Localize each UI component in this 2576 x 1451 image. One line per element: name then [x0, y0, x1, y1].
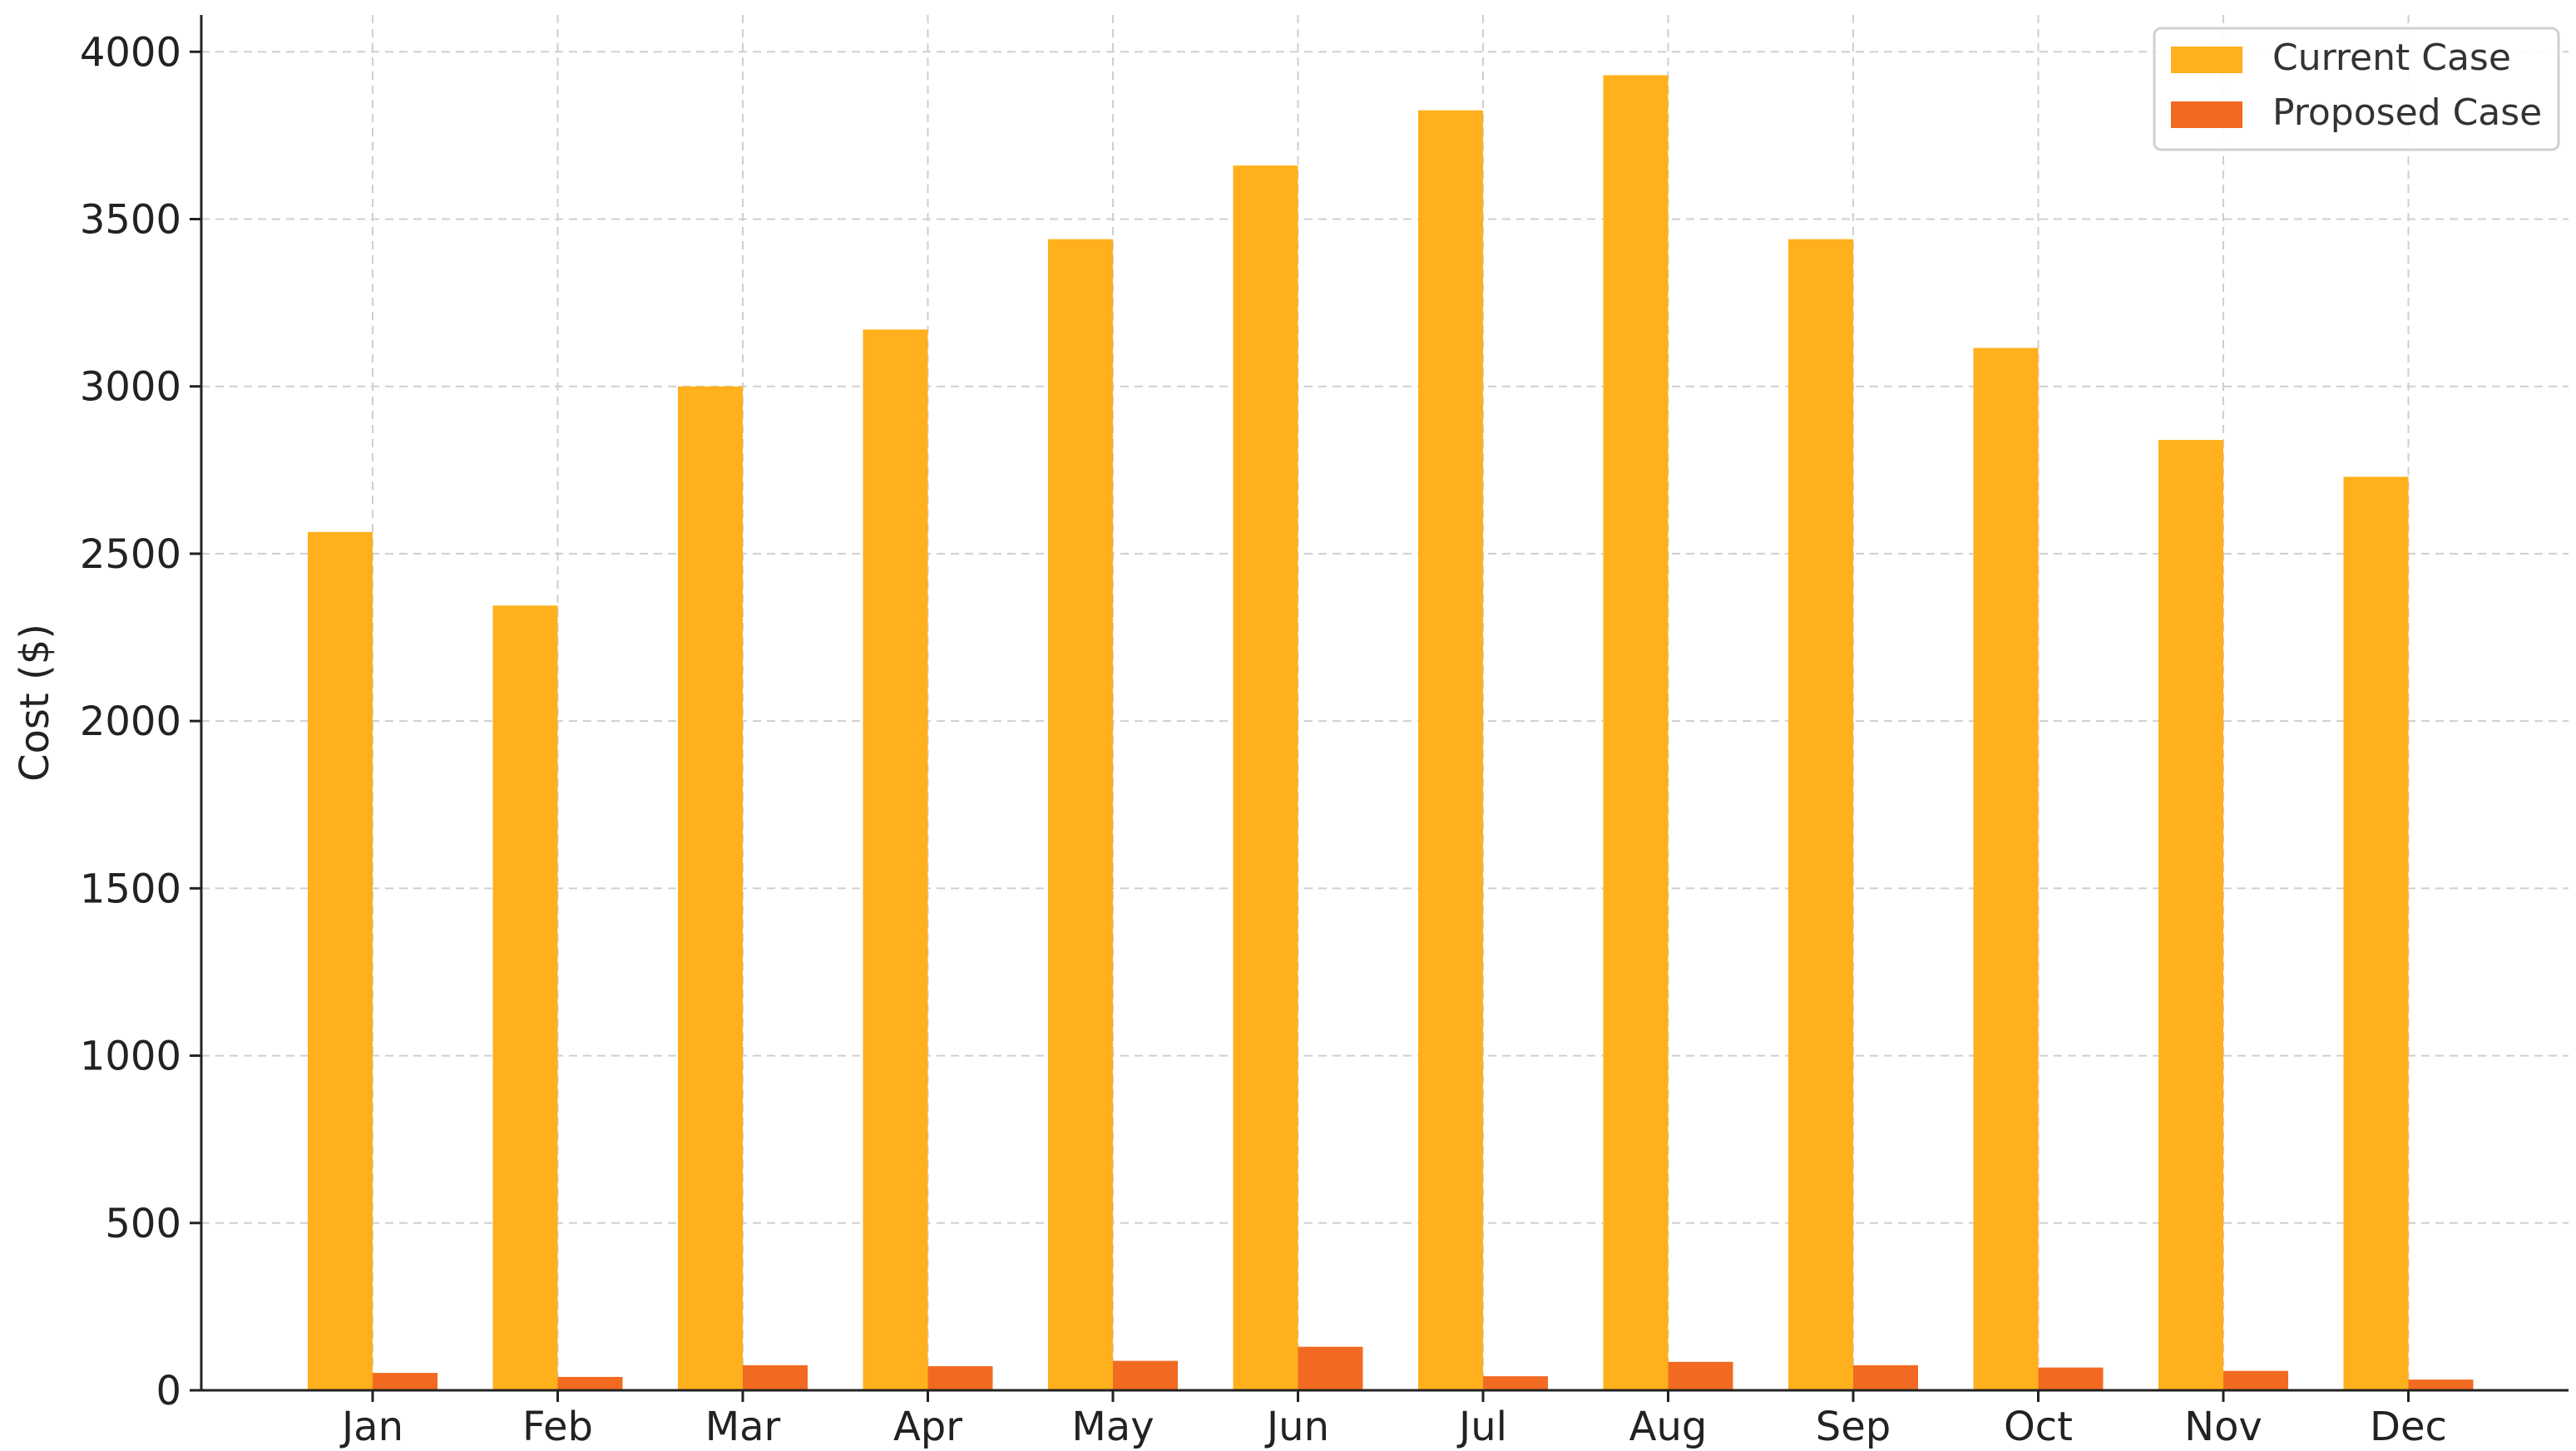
- proposed-case-bar-aug: [1668, 1361, 1733, 1390]
- current-case-bar-apr: [863, 329, 928, 1390]
- current-case-bar-nov: [2158, 440, 2223, 1390]
- x-tick-label: Mar: [705, 1404, 781, 1450]
- proposed-case-bar-jul: [1483, 1376, 1548, 1390]
- legend-label-current: Current Case: [2272, 37, 2511, 79]
- tick-labels: 0 500 1000 1500 2000 2500 3000 3500 4000 Jan Feb Ma…: [80, 29, 2447, 1450]
- y-tick-label: 4000: [80, 29, 181, 76]
- x-tick-label: Oct: [2004, 1404, 2073, 1450]
- current-case-bar-jul: [1418, 110, 1483, 1390]
- proposed-case-bar-sep: [1853, 1365, 1918, 1390]
- proposed-case-bar-jun: [1298, 1346, 1363, 1390]
- x-tick-label: Dec: [2370, 1404, 2447, 1450]
- current-case-bar-mar: [678, 386, 743, 1391]
- y-tick-label: 1000: [80, 1034, 181, 1080]
- current-case-bar-aug: [1603, 75, 1669, 1390]
- bars: [308, 75, 2474, 1391]
- current-case-bar-oct: [1973, 348, 2039, 1391]
- x-tick-label: Jun: [1264, 1404, 1329, 1450]
- current-case-bar-feb: [492, 605, 558, 1390]
- axes: [200, 15, 2569, 1392]
- legend: Current Case Proposed Case: [2153, 27, 2560, 151]
- x-tick-label: Aug: [1629, 1404, 1708, 1450]
- current-case-bar-jun: [1233, 165, 1298, 1391]
- proposed-case-bar-feb: [557, 1376, 623, 1390]
- proposed-case-bar-apr: [927, 1366, 993, 1390]
- y-tick-label: 3500: [80, 196, 181, 243]
- legend-label-proposed: Proposed Case: [2272, 91, 2542, 134]
- x-tick-label: May: [1071, 1404, 1154, 1450]
- x-tick-label: Feb: [522, 1404, 593, 1450]
- proposed-case-bar-oct: [2038, 1367, 2104, 1390]
- x-tick-label: Jan: [339, 1404, 403, 1450]
- proposed-case-bar-jan: [373, 1373, 438, 1390]
- y-tick-label: 0: [156, 1368, 181, 1414]
- y-tick-label: 2000: [80, 698, 181, 745]
- y-tick-label: 3000: [80, 364, 181, 411]
- current-case-bar-jan: [308, 531, 373, 1391]
- proposed-case-bar-may: [1113, 1360, 1178, 1390]
- current-case-bar-may: [1048, 239, 1113, 1391]
- legend-swatch-proposed: [2171, 101, 2242, 128]
- x-tick-label: Nov: [2184, 1404, 2262, 1450]
- proposed-case-bar-dec: [2408, 1379, 2474, 1390]
- proposed-case-bar-nov: [2223, 1370, 2288, 1390]
- y-tick-label: 500: [105, 1201, 181, 1247]
- current-case-bar-sep: [1788, 239, 1853, 1391]
- y-axis-label: Cost ($): [12, 624, 58, 782]
- proposed-case-bar-mar: [743, 1365, 808, 1390]
- legend-swatch-current: [2171, 47, 2242, 73]
- x-tick-label: Apr: [893, 1404, 962, 1450]
- x-tick-label: Jul: [1456, 1404, 1507, 1450]
- legend-box: [2153, 27, 2560, 151]
- y-tick-label: 1500: [80, 866, 181, 912]
- y-tick-label: 2500: [80, 531, 181, 578]
- current-case-bar-dec: [2343, 476, 2409, 1390]
- x-tick-label: Sep: [1816, 1404, 1891, 1450]
